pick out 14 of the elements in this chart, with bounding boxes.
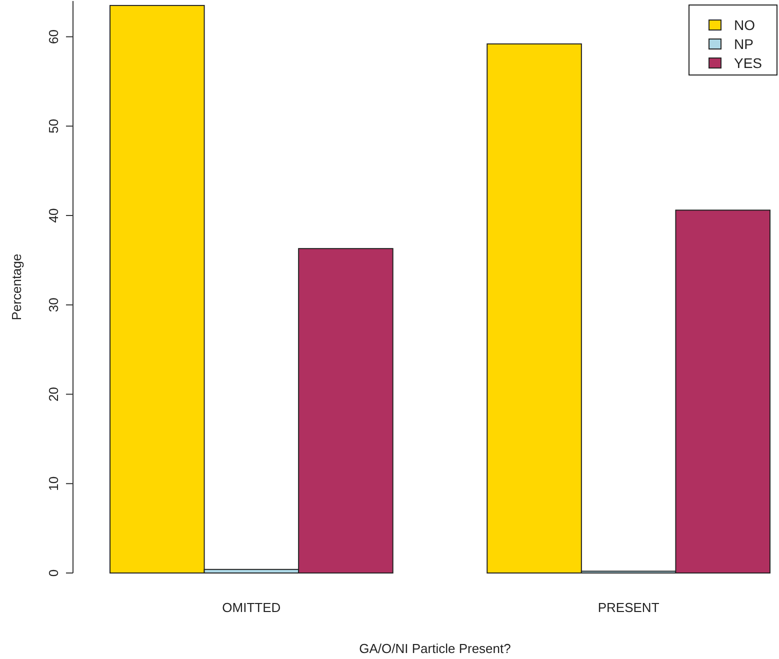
y-tick-label: 10: [46, 476, 61, 491]
y-axis-title: Percentage: [9, 254, 24, 320]
y-tick-label: 20: [46, 387, 61, 402]
x-tick-label: OMITTED: [222, 600, 281, 615]
x-tick-label: PRESENT: [598, 600, 660, 615]
x-axis-title: GA/O/NI Particle Present?: [359, 641, 511, 656]
y-tick-label: 40: [46, 208, 61, 223]
y-tick-label: 60: [46, 30, 61, 44]
y-tick-label: 30: [46, 298, 61, 312]
y-tick-label: 0: [46, 569, 61, 577]
legend-label: NP: [734, 36, 754, 52]
y-tick-label: 50: [46, 118, 61, 134]
legend-label: YES: [734, 55, 762, 71]
legend-label: NO: [734, 17, 756, 33]
